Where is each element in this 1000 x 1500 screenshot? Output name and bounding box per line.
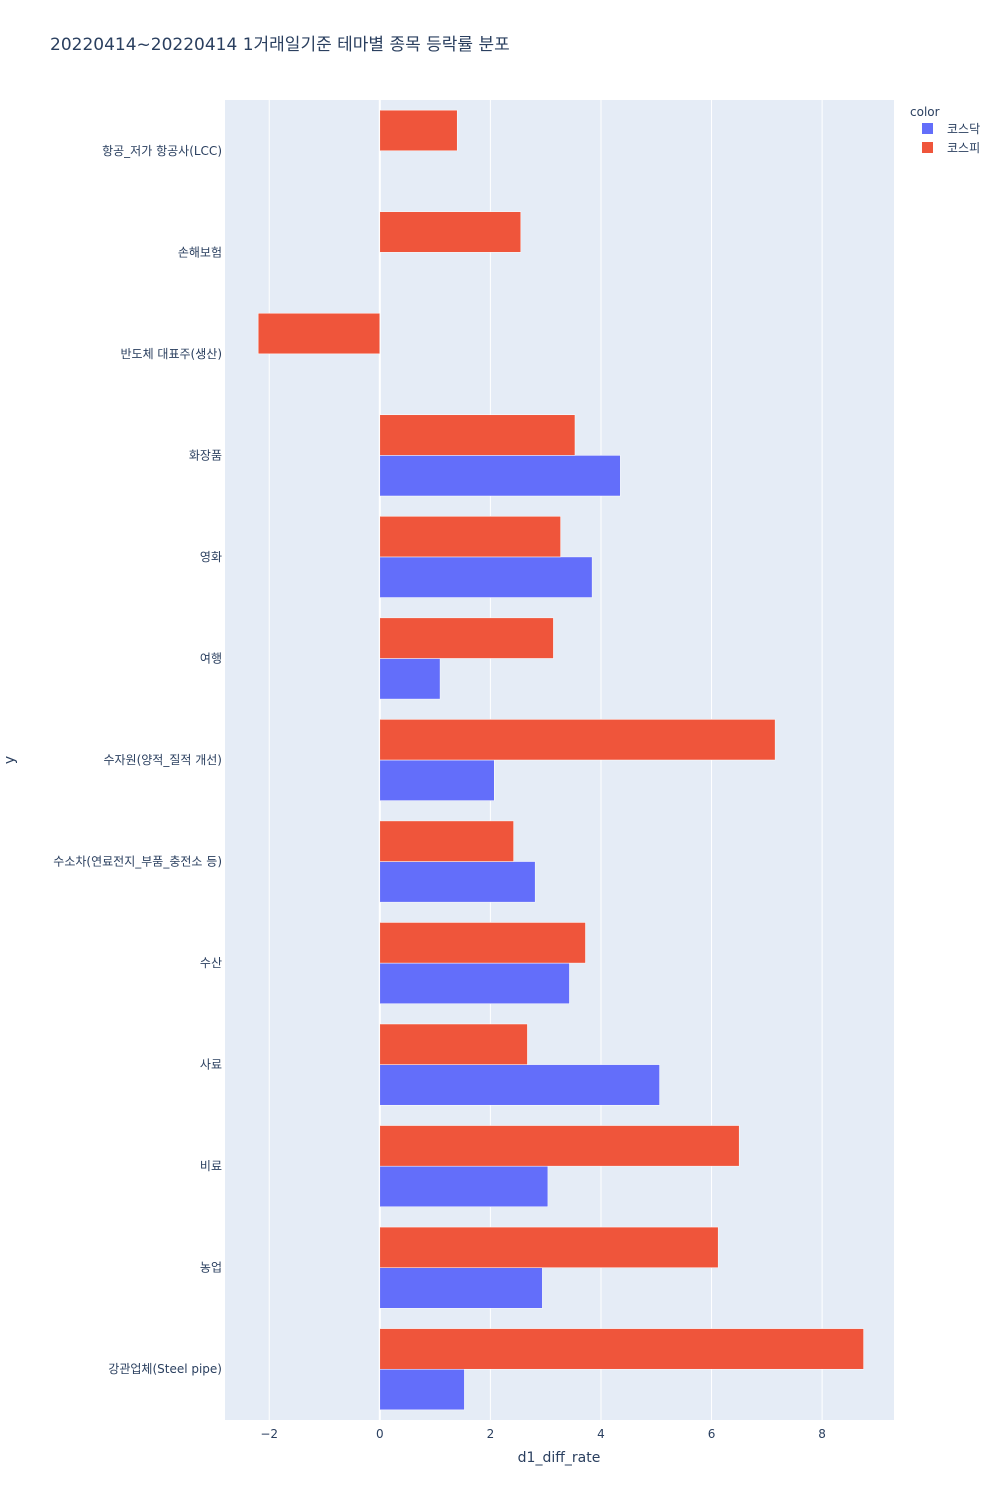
chart-title: 20220414~20220414 1거래일기준 테마별 종목 등락률 분포 <box>50 35 510 55</box>
y-tick-label: 강관업체(Steel pipe) <box>108 1362 222 1376</box>
x-axis-title: d1_diff_rate <box>518 1450 601 1466</box>
x-tick-label: −2 <box>260 1427 278 1441</box>
bar-kosdaq[interactable] <box>379 962 570 1004</box>
bar-kospi[interactable] <box>379 1328 864 1370</box>
bar-kosdaq[interactable] <box>379 1368 465 1411</box>
y-tick-label: 항공_저가 항공사(LCC) <box>102 144 222 158</box>
bar-kospi[interactable] <box>257 312 381 355</box>
bar-kosdaq[interactable] <box>379 658 441 700</box>
y-tick-label: 화장품 <box>189 448 222 462</box>
y-tick-label: 반도체 대표주(생산) <box>121 347 223 361</box>
legend-label[interactable]: 코스닥 <box>947 122 980 136</box>
bar-kosdaq[interactable] <box>379 455 621 497</box>
y-axis-title: y <box>2 756 18 764</box>
legend-title: color <box>910 105 940 119</box>
y-tick-label: 손해보험 <box>178 245 222 259</box>
x-tick-label: 8 <box>818 1427 826 1441</box>
y-tick-label: 영화 <box>200 550 222 564</box>
y-tick-label: 수자원(양적_질적 개선) <box>103 753 222 767</box>
y-tick-label: 농업 <box>200 1261 222 1275</box>
legend-swatch[interactable] <box>922 142 933 153</box>
x-tick-labels: −2 0 2 4 6 8 <box>260 1427 826 1441</box>
bar-kospi[interactable] <box>379 109 458 152</box>
bar-kosdaq[interactable] <box>379 556 593 598</box>
bar-kospi[interactable] <box>379 1226 719 1268</box>
bar-kospi[interactable] <box>379 820 514 862</box>
y-tick-label: 수소차(연료전지_부품_충전소 등) <box>53 855 222 869</box>
bar-kosdaq[interactable] <box>379 759 495 801</box>
x-tick-label: 4 <box>597 1427 605 1441</box>
legend-label[interactable]: 코스피 <box>947 141 980 155</box>
bar-kosdaq[interactable] <box>379 1165 549 1208</box>
bar-kosdaq[interactable] <box>379 861 536 903</box>
y-tick-label: 비료 <box>200 1159 222 1173</box>
y-tick-label: 여행 <box>200 650 222 665</box>
legend-swatch[interactable] <box>922 123 933 134</box>
x-tick-label: 2 <box>487 1427 495 1441</box>
bars <box>257 109 864 1411</box>
bar-kosdaq[interactable] <box>379 1267 543 1309</box>
bar-kospi[interactable] <box>379 719 776 761</box>
bar-kospi[interactable] <box>379 516 561 558</box>
bar-kospi[interactable] <box>379 1023 528 1065</box>
bar-kospi[interactable] <box>379 922 586 964</box>
bar-kospi[interactable] <box>379 414 576 456</box>
x-tick-label: 0 <box>376 1427 384 1441</box>
x-tick-label: 6 <box>708 1427 716 1441</box>
y-tick-label: 수산 <box>200 956 222 970</box>
bar-kospi[interactable] <box>379 1125 740 1167</box>
y-tick-label: 사료 <box>200 1058 222 1072</box>
bar-kospi[interactable] <box>379 211 522 253</box>
bar-kospi[interactable] <box>379 617 554 659</box>
bar-kosdaq[interactable] <box>379 1064 660 1106</box>
